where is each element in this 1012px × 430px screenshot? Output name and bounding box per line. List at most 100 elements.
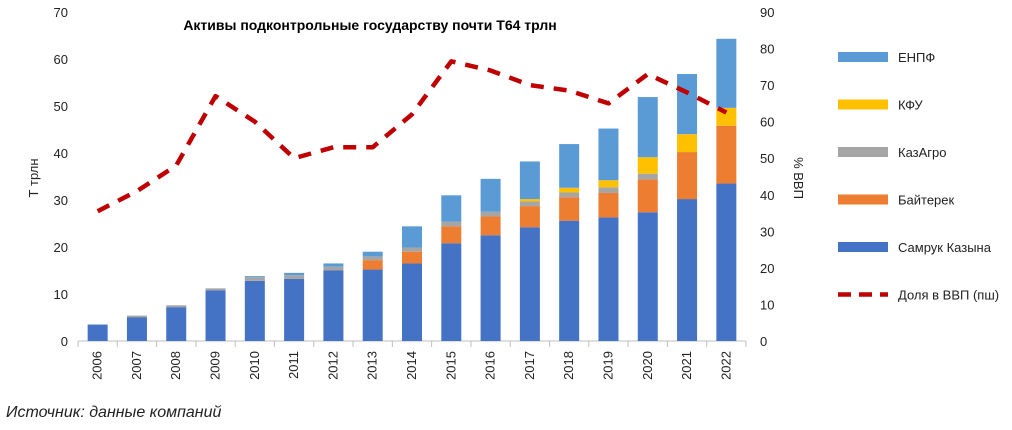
bar-segment [480,216,501,236]
x-tick-label: 2009 [208,351,223,380]
bar-segment [87,324,108,341]
x-tick-label: 2018 [561,351,576,380]
bar-segment [598,128,619,181]
y2-tick-label: 40 [760,188,774,203]
bar-segment [598,187,619,193]
y2-tick-label: 70 [760,78,774,93]
bar-segment [559,192,580,198]
y2-tick-label: 50 [760,151,774,166]
bar-segment [519,199,540,202]
bar-segment [402,226,422,248]
bar-segment [559,220,580,341]
bar-segment [362,251,383,257]
y2-tick-label: 30 [760,224,774,239]
bar-segment [598,192,619,218]
y-tick-label: 0 [61,334,68,349]
legend-swatch [838,52,888,62]
legend: ЕНПФ КФУ КазАгро Байтерек Самрук Казына Доля … [838,50,999,303]
bar-segment [244,276,265,278]
x-tick-label: 2020 [640,351,655,380]
y2-tick-label: 60 [760,115,774,130]
bar-segment [637,97,658,158]
x-tick-label: 2021 [679,351,694,380]
bar-segment [716,183,737,341]
x-tick-label: 2006 [90,351,105,380]
legend-swatch [838,242,888,252]
legend-swatch [838,99,888,110]
bar-segment [284,275,305,279]
bar-segment [716,38,737,108]
bar-segment [677,199,698,341]
x-tick-label: 2019 [600,351,615,380]
chart: Активы подконтрольные государству почти … [26,5,999,380]
y2-tick-label: 20 [760,261,774,276]
legend-label: КазАгро [898,145,947,160]
y2-tick-label: 10 [760,297,774,312]
x-tick-label: 2014 [404,351,419,380]
chart-title: Активы подконтрольные государству почти … [183,17,556,33]
bar-segment [323,270,344,341]
bar-segment [362,269,383,341]
bar-segment [716,125,737,184]
bar-segment [559,187,580,193]
bar-segment [519,201,540,207]
bar-segment [637,173,658,180]
x-tick-label: 2012 [325,351,340,380]
bar-segment [637,157,658,174]
x-tick-label: 2017 [522,351,537,380]
y-tick-label: 40 [54,146,68,161]
y-tick-label: 70 [54,5,68,20]
bar-segment [677,74,698,135]
y-tick-label: 20 [54,240,68,255]
bar-segment [205,290,226,341]
legend-label: Самрук Казына [898,240,992,255]
y2-axis-label: % ВВП [791,157,806,199]
bars [87,38,737,341]
bar-segment [519,206,540,228]
bar-segment [677,152,698,200]
source-note: Источник: данные компаний [6,404,222,421]
bar-segment [559,144,580,188]
legend-swatch [838,194,888,205]
bar-segment [480,178,501,212]
x-tick-label: 2011 [286,351,301,379]
bar-segment [441,221,462,227]
bar-segment [323,266,344,271]
y-tick-label: 10 [54,287,68,302]
legend-label: ЕНПФ [898,50,935,65]
bar-segment [677,134,698,153]
legend-label: КФУ [898,98,923,113]
bar-segment [205,288,226,291]
bar-segment [402,247,422,252]
bar-segment [323,263,344,267]
bar-segment [362,256,383,261]
bar-segment [441,243,462,341]
x-tick-label: 2015 [443,351,458,380]
axes: 0 10 20 30 40 50 60 70 0 10 20 30 40 50 60 70 80 90 2006 20… [54,5,775,380]
bar-segment [244,280,265,341]
bar-segment [402,263,422,341]
bar-segment [166,307,187,341]
line-series [96,59,728,214]
legend-swatch [838,147,888,157]
bar-segment [637,212,658,341]
x-tick-label: 2007 [129,351,144,380]
y2-tick-label: 80 [760,42,774,57]
bar-segment [637,179,658,213]
bar-segment [362,260,383,270]
bar-segment [166,305,187,308]
bar-segment [284,278,305,341]
legend-label: Доля в ВВП (пш) [898,288,999,303]
bar-segment [441,226,462,244]
y-tick-label: 60 [54,52,68,67]
x-tick-label: 2013 [365,351,380,380]
bar-segment [244,277,265,281]
y-axis-label: Т трлн [26,158,41,197]
x-tick-label: 2022 [718,351,733,380]
y-tick-label: 50 [54,99,68,114]
bar-segment [598,217,619,341]
x-tick-label: 2010 [247,351,262,380]
bar-segment [126,315,147,318]
bar-segment [126,317,147,341]
bar-segment [559,197,580,221]
